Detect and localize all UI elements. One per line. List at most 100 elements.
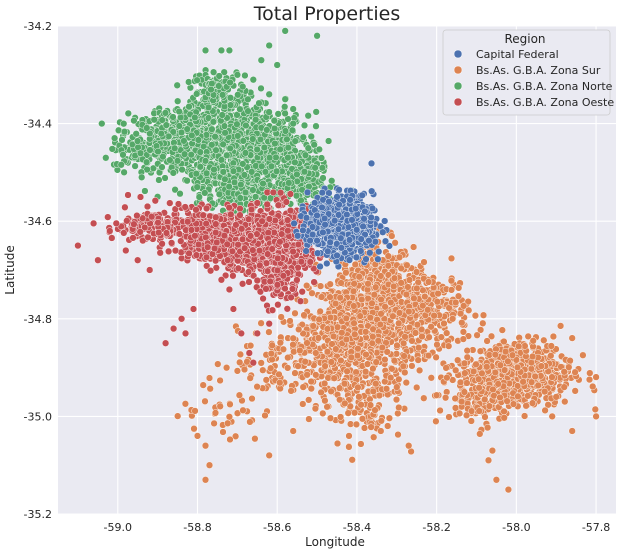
- point-bs-as-g-b-a-zona-sur: [528, 399, 537, 407]
- point-bs-as-g-b-a-zona-norte: [194, 136, 203, 144]
- point-bs-as-g-b-a-zona-norte: [239, 137, 247, 145]
- point-bs-as-g-b-a-zona-sur: [326, 313, 335, 322]
- point-bs-as-g-b-a-zona-norte: [141, 187, 149, 195]
- point-bs-as-g-b-a-zona-sur: [460, 302, 468, 310]
- point-bs-as-g-b-a-zona-norte: [180, 137, 188, 145]
- point-bs-as-g-b-a-zona-norte: [265, 90, 273, 98]
- point-bs-as-g-b-a-zona-sur: [529, 337, 537, 345]
- point-bs-as-g-b-a-zona-sur: [299, 400, 307, 408]
- point-bs-as-g-b-a-zona-sur: [257, 359, 265, 367]
- point-bs-as-g-b-a-zona-norte: [304, 112, 312, 120]
- point-bs-as-g-b-a-zona-sur: [214, 360, 222, 368]
- point-bs-as-g-b-a-zona-norte: [187, 151, 195, 159]
- point-bs-as-g-b-a-zona-oeste: [310, 278, 318, 286]
- point-bs-as-g-b-a-zona-norte: [219, 140, 227, 148]
- point-bs-as-g-b-a-zona-sur: [289, 334, 297, 342]
- point-bs-as-g-b-a-zona-sur: [463, 353, 471, 361]
- point-bs-as-g-b-a-zona-sur: [174, 412, 182, 420]
- point-bs-as-g-b-a-zona-sur: [408, 337, 416, 345]
- point-bs-as-g-b-a-zona-norte: [210, 165, 218, 174]
- point-bs-as-g-b-a-zona-sur: [471, 311, 480, 320]
- point-bs-as-g-b-a-zona-sur: [397, 279, 405, 287]
- point-bs-as-g-b-a-zona-norte: [219, 168, 227, 176]
- point-bs-as-g-b-a-zona-sur: [384, 422, 392, 430]
- point-bs-as-g-b-a-zona-sur: [409, 243, 418, 251]
- point-bs-as-g-b-a-zona-sur: [377, 295, 385, 304]
- point-bs-as-g-b-a-zona-norte: [208, 79, 216, 88]
- point-bs-as-g-b-a-zona-sur: [395, 403, 403, 412]
- point-bs-as-g-b-a-zona-norte: [218, 111, 226, 119]
- point-bs-as-g-b-a-zona-sur: [331, 299, 340, 308]
- point-bs-as-g-b-a-zona-norte: [291, 137, 299, 145]
- point-bs-as-g-b-a-zona-sur: [352, 420, 361, 429]
- point-bs-as-g-b-a-zona-sur: [509, 400, 518, 408]
- point-bs-as-g-b-a-zona-norte: [301, 151, 310, 159]
- point-bs-as-g-b-a-zona-sur: [235, 391, 244, 399]
- point-bs-as-g-b-a-zona-norte: [242, 121, 250, 130]
- point-bs-as-g-b-a-zona-sur: [481, 395, 489, 404]
- point-bs-as-g-b-a-zona-sur: [205, 374, 214, 382]
- point-bs-as-g-b-a-zona-sur: [485, 402, 494, 410]
- point-bs-as-g-b-a-zona-norte: [281, 95, 289, 103]
- point-bs-as-g-b-a-zona-norte: [221, 129, 229, 137]
- point-bs-as-g-b-a-zona-norte: [299, 133, 307, 141]
- point-bs-as-g-b-a-zona-sur: [314, 334, 323, 342]
- point-bs-as-g-b-a-zona-norte: [138, 173, 146, 181]
- point-bs-as-g-b-a-zona-norte: [241, 149, 250, 157]
- point-bs-as-g-b-a-zona-sur: [462, 411, 471, 419]
- point-bs-as-g-b-a-zona-sur: [456, 309, 465, 318]
- point-bs-as-g-b-a-zona-sur: [485, 351, 493, 359]
- point-bs-as-g-b-a-zona-sur: [332, 345, 340, 353]
- point-bs-as-g-b-a-zona-sur: [494, 380, 502, 388]
- point-bs-as-g-b-a-zona-sur: [267, 349, 275, 358]
- point-bs-as-g-b-a-zona-sur: [534, 381, 542, 390]
- point-bs-as-g-b-a-zona-norte: [300, 121, 309, 130]
- point-bs-as-g-b-a-zona-norte: [208, 125, 216, 133]
- point-bs-as-g-b-a-zona-norte: [157, 130, 165, 138]
- point-bs-as-g-b-a-zona-sur: [531, 372, 539, 381]
- point-bs-as-g-b-a-zona-sur: [492, 476, 501, 484]
- point-bs-as-g-b-a-zona-sur: [394, 430, 402, 439]
- point-bs-as-g-b-a-zona-sur: [370, 433, 378, 441]
- point-bs-as-g-b-a-zona-sur: [394, 409, 402, 418]
- point-bs-as-g-b-a-zona-sur: [290, 348, 298, 356]
- point-bs-as-g-b-a-zona-sur: [556, 322, 565, 330]
- point-bs-as-g-b-a-zona-oeste: [284, 216, 292, 224]
- point-bs-as-g-b-a-zona-sur: [191, 407, 199, 415]
- point-bs-as-g-b-a-zona-norte: [241, 188, 250, 197]
- point-bs-as-g-b-a-zona-sur: [405, 442, 413, 450]
- point-bs-as-g-b-a-zona-norte: [249, 76, 257, 84]
- point-bs-as-g-b-a-zona-norte: [265, 41, 273, 50]
- point-bs-as-g-b-a-zona-norte: [195, 193, 203, 201]
- point-bs-as-g-b-a-zona-sur: [335, 384, 344, 392]
- point-bs-as-g-b-a-zona-sur: [378, 343, 386, 352]
- point-bs-as-g-b-a-zona-sur: [291, 309, 299, 317]
- point-bs-as-g-b-a-zona-sur: [412, 268, 421, 276]
- point-bs-as-g-b-a-zona-sur: [520, 412, 529, 420]
- point-bs-as-g-b-a-zona-norte: [217, 156, 226, 164]
- point-bs-as-g-b-a-zona-norte: [98, 119, 106, 128]
- point-bs-as-g-b-a-zona-sur: [201, 476, 210, 484]
- point-bs-as-g-b-a-zona-norte: [183, 177, 191, 185]
- point-bs-as-g-b-a-zona-sur: [475, 375, 483, 383]
- point-bs-as-g-b-a-zona-sur: [403, 261, 411, 269]
- point-bs-as-g-b-a-zona-sur: [463, 379, 471, 387]
- point-bs-as-g-b-a-zona-sur: [589, 382, 597, 391]
- point-bs-as-g-b-a-zona-sur: [284, 353, 292, 362]
- point-bs-as-g-b-a-zona-sur: [433, 298, 441, 306]
- point-bs-as-g-b-a-zona-norte: [288, 126, 297, 134]
- point-bs-as-g-b-a-zona-sur: [408, 362, 416, 370]
- point-bs-as-g-b-a-zona-sur: [350, 409, 359, 417]
- point-bs-as-g-b-a-zona-norte: [201, 157, 210, 165]
- point-bs-as-g-b-a-zona-norte: [271, 139, 279, 148]
- point-bs-as-g-b-a-zona-sur: [289, 341, 297, 349]
- point-bs-as-g-b-a-zona-norte: [155, 176, 163, 184]
- point-bs-as-g-b-a-zona-sur: [568, 334, 576, 342]
- point-bs-as-g-b-a-zona-norte: [319, 174, 327, 182]
- point-bs-as-g-b-a-zona-sur: [356, 312, 364, 320]
- point-bs-as-g-b-a-zona-norte: [263, 126, 271, 134]
- point-bs-as-g-b-a-zona-sur: [355, 393, 363, 401]
- point-bs-as-g-b-a-zona-sur: [381, 377, 389, 386]
- point-bs-as-g-b-a-zona-sur: [316, 282, 325, 290]
